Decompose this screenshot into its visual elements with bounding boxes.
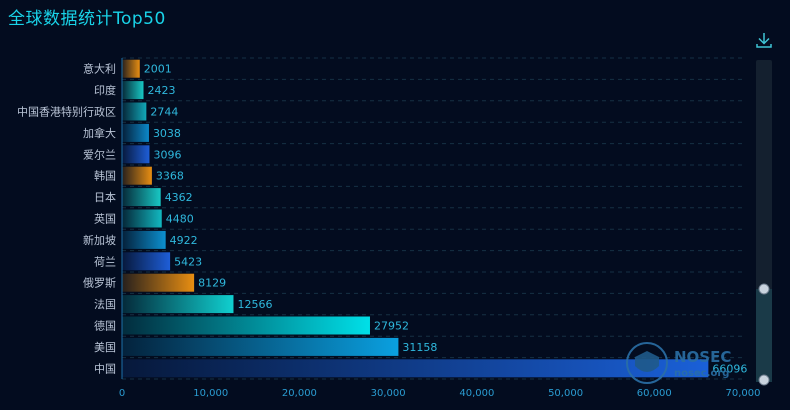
scrollbar-handle-top[interactable] bbox=[758, 283, 770, 295]
category-label: 荷兰 bbox=[94, 255, 116, 268]
x-tick-label: 20,000 bbox=[282, 388, 317, 399]
category-label: 韩国 bbox=[94, 169, 116, 183]
scrollbar-handle-bottom[interactable] bbox=[758, 374, 770, 386]
category-label: 印度 bbox=[94, 83, 116, 97]
value-label: 27952 bbox=[374, 320, 409, 333]
bar[interactable] bbox=[122, 81, 144, 100]
value-label: 4362 bbox=[165, 191, 193, 204]
category-label: 日本 bbox=[94, 190, 116, 204]
watermark-name: NOSEC bbox=[674, 348, 731, 366]
x-tick-label: 10,000 bbox=[193, 388, 228, 399]
value-label: 2744 bbox=[150, 106, 178, 119]
value-label: 4922 bbox=[170, 234, 198, 247]
value-label: 3038 bbox=[153, 127, 181, 140]
scrollbar-thumb[interactable] bbox=[756, 289, 772, 382]
category-label: 中国 bbox=[94, 362, 116, 375]
category-label: 加拿大 bbox=[83, 126, 116, 140]
category-label: 爱尔兰 bbox=[83, 148, 116, 161]
x-tick-label: 30,000 bbox=[371, 388, 406, 399]
x-tick-label: 70,000 bbox=[726, 388, 761, 399]
value-label: 5423 bbox=[174, 255, 202, 268]
x-tick-label: 60,000 bbox=[637, 388, 672, 399]
vertical-scrollbar[interactable] bbox=[756, 60, 772, 386]
value-labels: 2001 2423 2744 3038 3096 3368 4362 4480 4922 5423… bbox=[144, 63, 748, 376]
value-label: 2423 bbox=[147, 84, 175, 97]
bar[interactable] bbox=[122, 359, 709, 378]
x-tick-labels: 0 10,000 20,000 30,000 40,000 50,000 60,000 70,… bbox=[119, 388, 761, 399]
chart-title: 全球数据统计Top50 bbox=[8, 9, 166, 29]
value-label: 2001 bbox=[144, 63, 172, 76]
bar[interactable] bbox=[122, 252, 171, 271]
value-label: 12566 bbox=[237, 298, 272, 311]
bar[interactable] bbox=[122, 145, 150, 164]
bar[interactable] bbox=[122, 295, 234, 314]
category-label: 意大利 bbox=[83, 62, 116, 76]
value-label: 8129 bbox=[198, 277, 226, 290]
nosec-watermark: NOSEC nosec.org bbox=[626, 342, 731, 384]
bar[interactable] bbox=[122, 209, 162, 228]
bar[interactable] bbox=[122, 123, 149, 142]
value-label: 3096 bbox=[153, 148, 181, 161]
value-label: 4480 bbox=[166, 213, 194, 226]
value-label: 66096 bbox=[712, 362, 747, 375]
category-label: 德国 bbox=[94, 319, 116, 333]
category-label: 新加坡 bbox=[83, 233, 116, 247]
bar[interactable] bbox=[122, 102, 147, 121]
bars bbox=[122, 59, 709, 378]
watermark-logo-icon bbox=[626, 342, 668, 384]
value-label: 31158 bbox=[402, 341, 437, 354]
watermark-domain: nosec.org bbox=[674, 368, 729, 379]
value-label: 3368 bbox=[156, 170, 184, 183]
bar[interactable] bbox=[122, 273, 195, 292]
download-icon[interactable] bbox=[754, 30, 774, 50]
x-tick-label: 40,000 bbox=[459, 388, 494, 399]
category-label: 俄罗斯 bbox=[83, 277, 116, 290]
x-tick-label: 0 bbox=[119, 388, 125, 399]
bar[interactable] bbox=[122, 337, 399, 356]
category-label: 法国 bbox=[94, 297, 116, 311]
bar[interactable] bbox=[122, 59, 140, 78]
x-tick-label: 50,000 bbox=[548, 388, 583, 399]
bar[interactable] bbox=[122, 316, 370, 335]
category-label: 英国 bbox=[94, 212, 116, 226]
bar[interactable] bbox=[122, 188, 161, 207]
bar[interactable] bbox=[122, 230, 166, 249]
bar[interactable] bbox=[122, 166, 152, 185]
category-label: 中国香港特别行政区 bbox=[17, 105, 116, 119]
category-label: 美国 bbox=[94, 341, 116, 354]
category-labels: 意大利印度中国香港特别行政区加拿大爱尔兰韩国日本英国新加坡荷兰俄罗斯法国德国美国… bbox=[17, 62, 116, 376]
